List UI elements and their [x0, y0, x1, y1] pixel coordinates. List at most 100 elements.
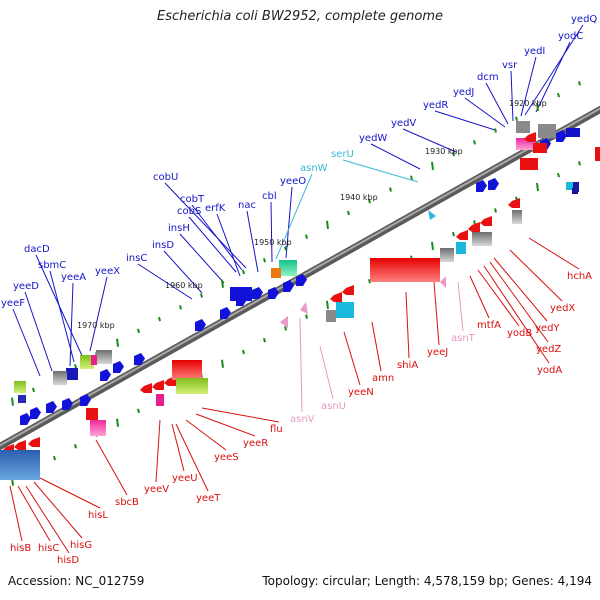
- leader-line: [33, 481, 83, 539]
- tick-mark: [536, 182, 539, 192]
- forward-gene-label: insC: [126, 253, 147, 264]
- forward-gene: [80, 355, 94, 369]
- leader-line: [371, 321, 382, 372]
- leader-line: [270, 201, 273, 263]
- forward-gene-label: sbmC: [38, 260, 66, 271]
- reverse-gene-label: shiA: [397, 360, 418, 371]
- leader-line: [510, 70, 514, 122]
- forward-gene-label: insH: [168, 223, 190, 234]
- leader-line: [489, 261, 549, 343]
- rna-gene-label: asnV: [290, 414, 315, 425]
- forward-gene: [91, 355, 97, 365]
- forward-gene-label: cbl: [262, 191, 277, 202]
- tick-mark: [326, 220, 329, 229]
- forward-gene: [14, 381, 26, 393]
- label-leader-lines: [9, 24, 584, 554]
- tick-mark: [32, 387, 35, 393]
- reverse-gene: [156, 394, 164, 406]
- scale-label: 1960 kbp: [165, 281, 203, 290]
- tick-mark: [200, 293, 203, 298]
- forward-gene-label: insD: [152, 240, 174, 251]
- leader-line: [433, 281, 440, 346]
- reverse-gene: [533, 143, 547, 153]
- leader-line: [195, 413, 256, 437]
- leader-line: [483, 265, 550, 364]
- reverse-gene: [330, 292, 342, 302]
- tick-mark: [137, 408, 140, 414]
- reverse-gene-label: yeeS: [214, 452, 239, 463]
- leader-line: [216, 213, 241, 277]
- leader-line: [25, 485, 70, 554]
- forward-gene: [573, 182, 579, 192]
- leader-line: [285, 186, 293, 259]
- tick-mark: [494, 208, 497, 213]
- leader-line: [188, 216, 237, 273]
- reverse-gene: [326, 310, 336, 322]
- tick-mark: [515, 116, 518, 121]
- rna-gene-label: serU: [331, 149, 354, 160]
- tick-mark: [326, 300, 329, 309]
- forward-gene: [62, 398, 73, 410]
- reverse-gene: [0, 450, 40, 480]
- rna-gene: [440, 276, 446, 288]
- gene-features: [0, 121, 600, 480]
- scale-label: 1970 kbp: [77, 321, 115, 330]
- reverse-gene: [14, 440, 26, 450]
- reverse-gene: [152, 380, 164, 390]
- forward-gene: [283, 280, 294, 292]
- reverse-gene: [86, 408, 98, 420]
- leader-line: [524, 24, 584, 116]
- forward-gene-label: yedQ: [571, 14, 597, 25]
- tick-mark: [221, 359, 224, 368]
- forward-gene-label: yedV: [391, 118, 416, 129]
- forward-gene-label: vsr: [502, 60, 518, 71]
- tick-mark: [179, 305, 182, 310]
- leader-line: [179, 233, 225, 284]
- reverse-gene-label: yeeV: [144, 484, 169, 495]
- forward-gene: [220, 307, 231, 319]
- leader-line: [464, 97, 506, 128]
- reverse-gene: [456, 242, 466, 254]
- tick-mark: [473, 220, 476, 225]
- tick-mark: [410, 175, 413, 180]
- forward-gene-label: nac: [238, 200, 256, 211]
- tick-mark: [74, 444, 77, 449]
- tick-mark: [536, 102, 539, 112]
- tick-mark: [431, 161, 434, 171]
- leader-line: [39, 477, 101, 509]
- forward-gene-label: erfK: [205, 203, 226, 214]
- forward-gene-label: yeeO: [280, 176, 306, 187]
- reverse-gene: [140, 383, 152, 393]
- forward-gene: [53, 371, 67, 385]
- leader-line: [24, 291, 53, 372]
- map-title: Escherichia coli BW2952, complete genome: [157, 9, 443, 24]
- forward-gene: [30, 407, 41, 419]
- tick-mark: [284, 326, 287, 331]
- reverse-gene-label: hchA: [567, 271, 592, 282]
- leader-line: [342, 159, 419, 183]
- forward-gene: [566, 128, 580, 137]
- tick-mark: [74, 364, 77, 369]
- forward-gene-label: yeeF: [1, 298, 25, 309]
- rna-gene-label: asnT: [451, 333, 476, 344]
- tick-mark: [452, 231, 455, 237]
- forward-gene-label: cobU: [153, 172, 178, 183]
- reverse-gene: [370, 258, 440, 282]
- leader-line: [137, 263, 193, 300]
- tick-mark: [116, 418, 119, 427]
- scale-label: 1920 kbp: [509, 99, 547, 108]
- leader-line: [163, 250, 203, 294]
- leader-line: [402, 128, 457, 153]
- leader-line: [12, 308, 41, 377]
- leader-line: [493, 257, 548, 322]
- leader-line: [17, 485, 51, 542]
- topology-summary: Topology: circular; Length: 4,578,159 bp…: [262, 574, 592, 588]
- forward-gene: [538, 124, 556, 138]
- forward-gene-label: yedJ: [453, 87, 474, 98]
- forward-gene: [566, 182, 574, 190]
- reverse-gene-label: flu: [270, 424, 283, 435]
- leader-line: [457, 281, 464, 332]
- forward-gene-label: yeeX: [95, 266, 120, 277]
- reverse-gene-label: hisL: [88, 510, 108, 521]
- forward-gene: [20, 413, 31, 425]
